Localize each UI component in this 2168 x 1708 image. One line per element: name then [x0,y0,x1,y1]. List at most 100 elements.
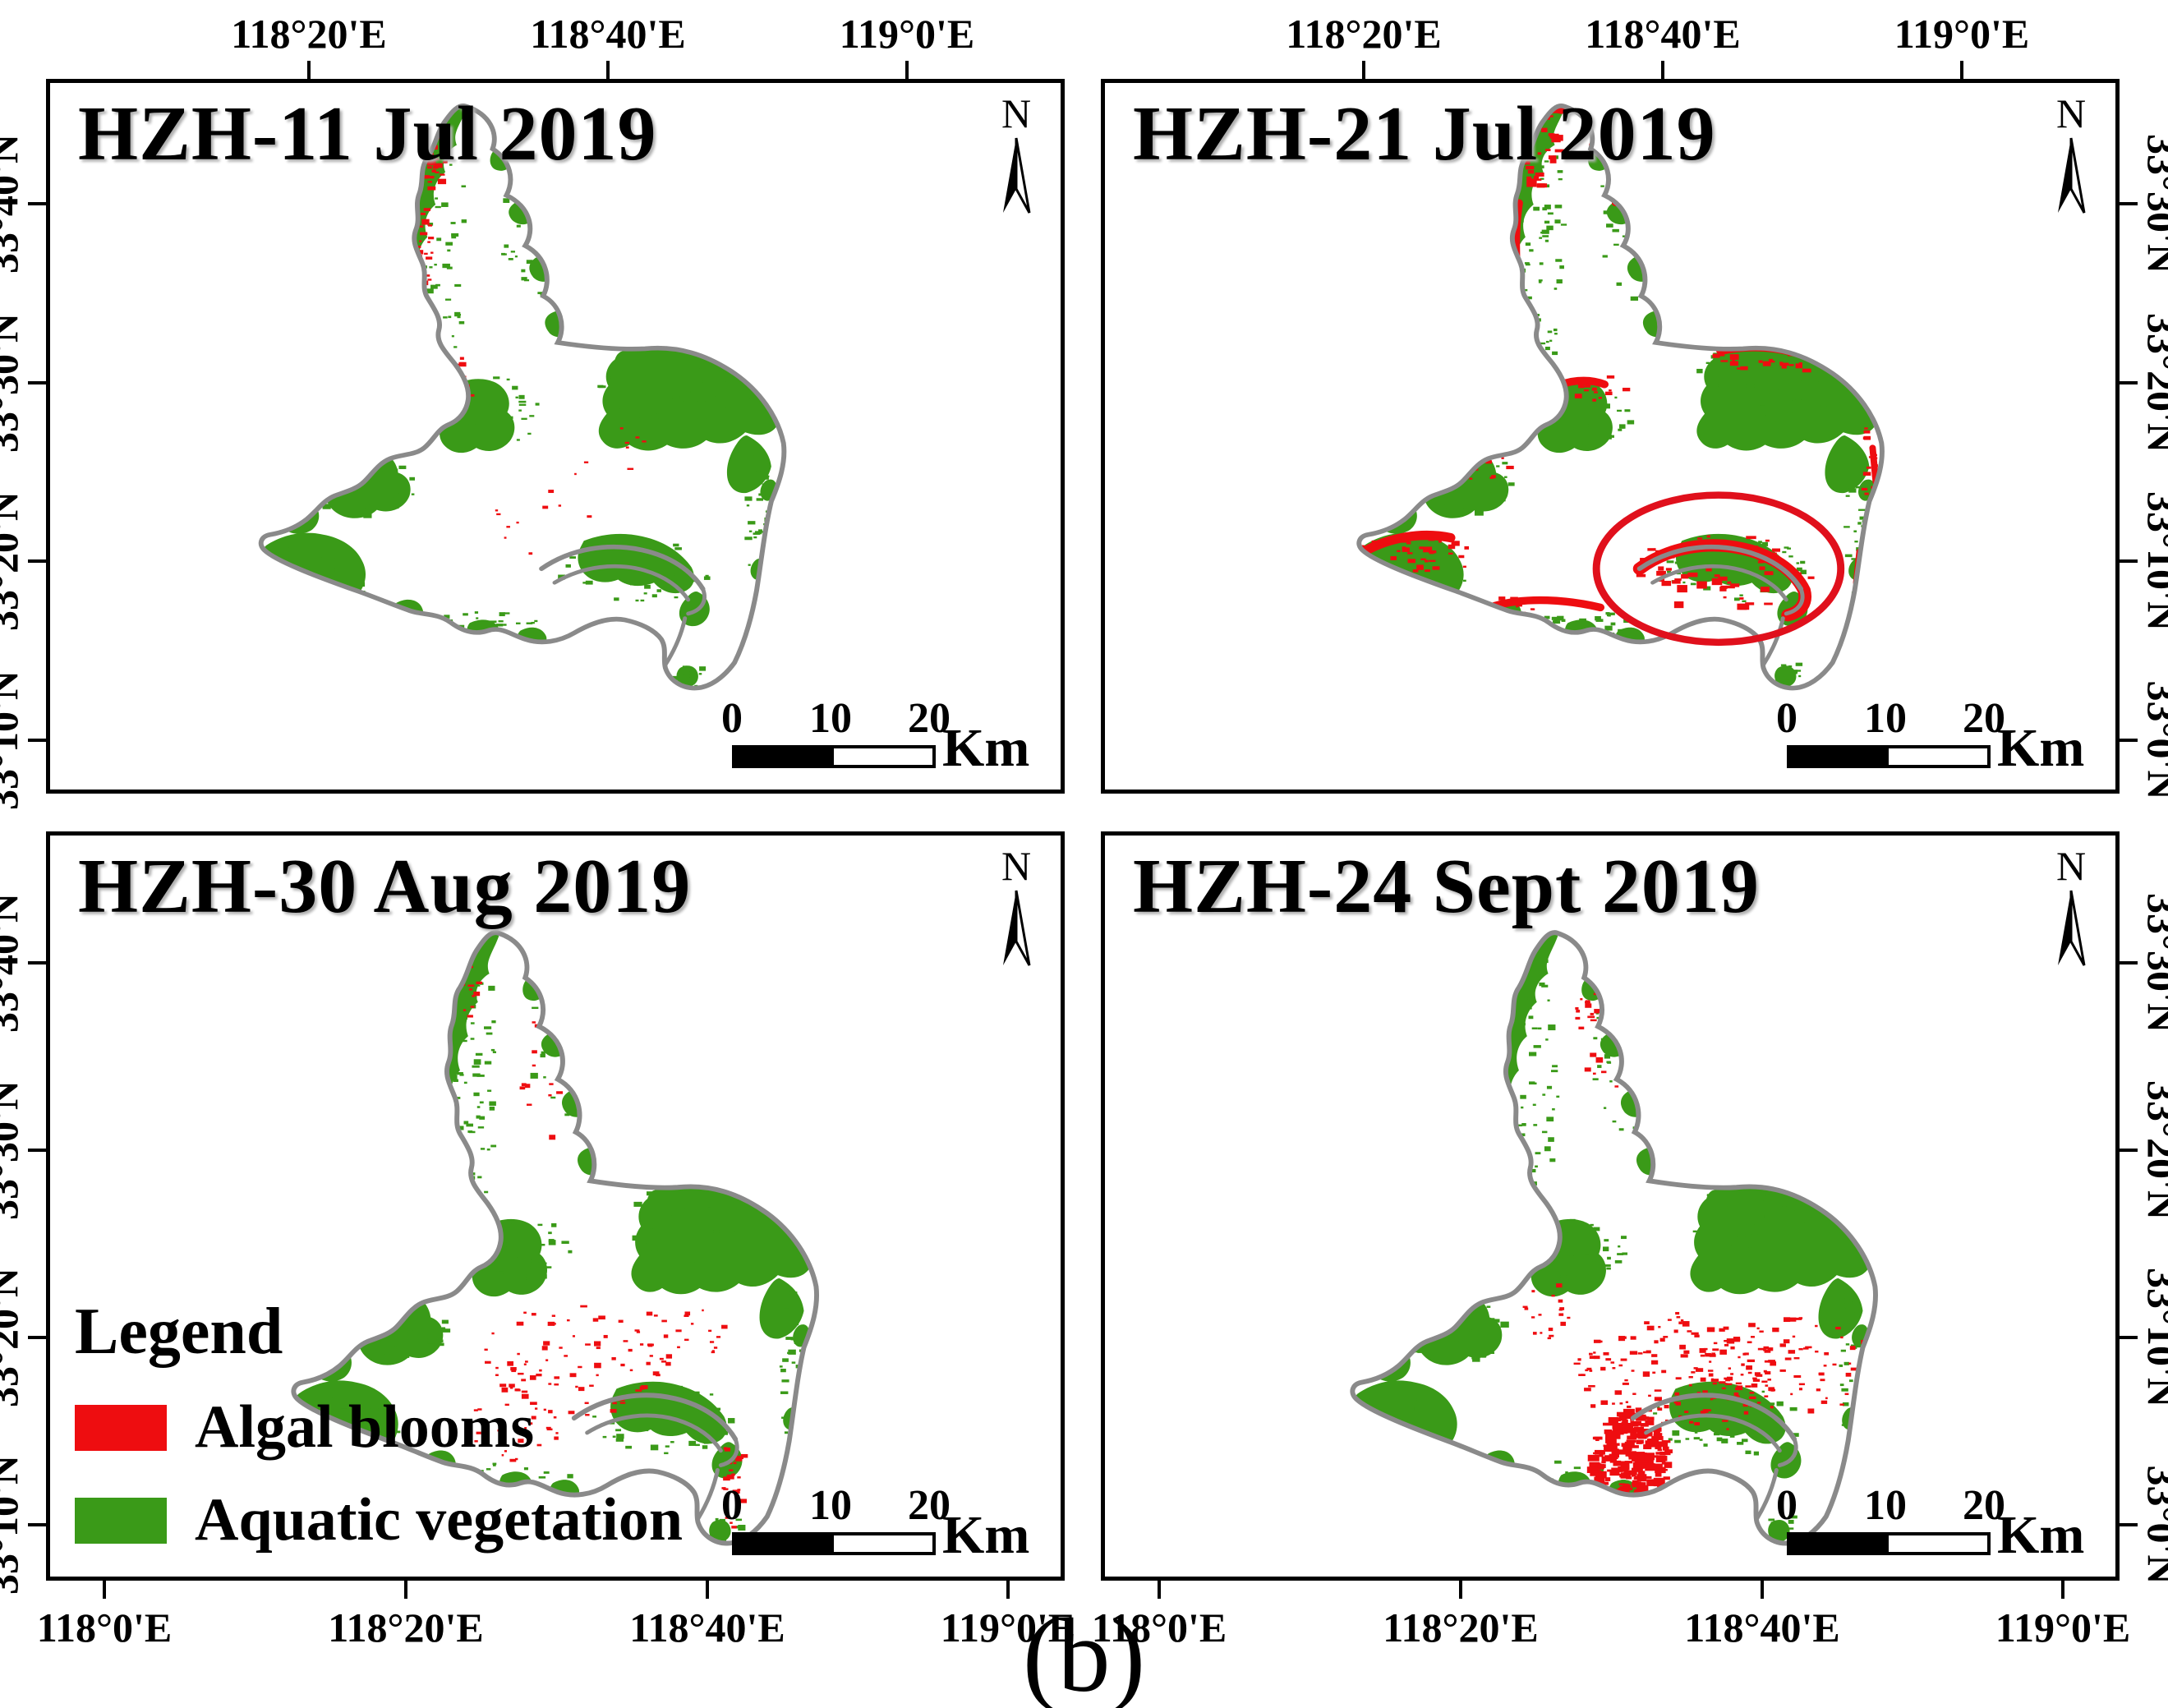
lake-map [1350,930,1878,1546]
scale-tick-20: 20 [1963,1482,2005,1529]
lat-tick [2120,1336,2138,1339]
figure-sublabel-b: (b) [1022,1597,1146,1708]
north-arrow: N [993,845,1039,971]
scale-tick-10: 10 [809,695,852,742]
lat-tick-label: 33°40'N [0,134,26,274]
scale-tick-0: 0 [721,695,743,742]
north-arrow-icon [1003,137,1031,214]
lon-tick [706,1581,709,1599]
legend-swatch-algal-blooms [75,1404,167,1451]
lon-tick [2061,1581,2064,1599]
lat-tick-label: 33°30'N [2139,134,2168,274]
scale-bar: 0 10 20 Km [1776,1481,2099,1565]
north-arrow: N [2048,845,2094,971]
lake-shoreline [1350,930,1878,1546]
scale-bar-graphic [1787,745,1991,768]
lake-shoreline [291,930,819,1546]
scale-unit: Km [1997,1505,2085,1565]
scale-tick-10: 10 [1864,1482,1907,1529]
lat-tick [28,1336,46,1339]
scale-tick-10: 10 [809,1482,852,1529]
lon-tick [905,61,909,79]
lon-tick-label: 118°40'E [1585,11,1741,57]
north-arrow-icon [2058,890,2086,966]
lon-tick [1459,1581,1462,1599]
panel-title: HZH-11 Jul 2019 [78,91,657,177]
lon-tick-label: 119°0'E [839,11,975,57]
scale-bar: 0 10 20 Km [721,1481,1044,1565]
lon-tick [1006,1581,1010,1599]
scale-bar: 0 10 20 Km [1776,694,2099,778]
panel-title: HZH-30 Aug 2019 [78,844,692,929]
scale-unit: Km [942,1505,1030,1565]
lon-tick-label: 118°20'E [231,11,387,57]
lon-tick [1960,61,1963,79]
lon-tick-label: 119°0'E [940,1604,1076,1650]
lat-tick [28,739,46,742]
lat-tick-label: 33°10'N [0,670,26,810]
lat-tick [2120,1523,2138,1526]
panel-title: HZH-24 Sept 2019 [1133,844,1760,929]
lon-tick-label: 118°40'E [530,11,686,57]
lon-tick [404,1581,407,1599]
lon-tick-label: 118°0'E [36,1604,173,1650]
lat-tick [2120,202,2138,205]
lat-tick [28,1149,46,1152]
lat-tick-label: 33°30'N [0,1080,26,1220]
lon-tick [1158,1581,1161,1599]
lat-tick [28,381,46,384]
lat-tick-label: 33°30'N [0,313,26,453]
lat-tick-label: 33°40'N [0,893,26,1033]
lon-tick-label: 118°20'E [1383,1604,1539,1650]
lon-tick [1761,1581,1764,1599]
map-panel-hzh-30-aug: HZH-30 Aug 2019 N 0 10 20 Km Legend Alga… [46,831,1065,1581]
lon-tick [103,1581,106,1599]
scale-unit: Km [942,718,1030,778]
scale-tick-0: 0 [1776,695,1797,742]
lon-tick [1661,61,1664,79]
legend-label: Aquatic vegetation [195,1486,683,1554]
lake-shoreline [258,103,787,691]
lake-map [291,930,819,1546]
lat-tick-label: 33°10'N [0,1455,26,1595]
north-label: N [2055,90,2087,136]
lon-tick [1362,61,1365,79]
north-arrow: N [2048,93,2094,219]
scale-tick-20: 20 [908,695,951,742]
legend-swatch-aquatic-vegetation [75,1497,167,1544]
north-arrow-icon [1003,890,1031,966]
lat-tick-label: 33°10'N [2139,491,2168,631]
map-panel-hzh-21-jul: HZH-21 Jul 2019 N 0 10 20 Km [1101,79,2120,794]
lake-map-canvas [1105,836,2115,1577]
scale-bar-graphic [1787,1532,1991,1555]
lat-tick [2120,961,2138,964]
lat-tick [28,202,46,205]
lat-tick-label: 33°30'N [2139,893,2168,1033]
north-arrow: N [993,93,1039,219]
scale-tick-20: 20 [908,1482,951,1529]
lat-tick-label: 33°20'N [2139,313,2168,453]
lat-tick [28,1523,46,1526]
scale-bar-graphic [732,745,936,768]
lat-tick-label: 33°0'N [2139,1465,2168,1585]
lake-map-canvas [50,836,1061,1577]
lat-tick-label: 33°20'N [2139,1080,2168,1220]
north-label: N [1001,90,1032,136]
lon-tick-label: 119°0'E [1894,11,2030,57]
panel-title: HZH-21 Jul 2019 [1133,91,1716,177]
scale-unit: Km [1997,718,2085,778]
lat-tick [28,559,46,563]
lat-tick [2120,559,2138,563]
lat-tick [2120,1149,2138,1152]
north-arrow-icon [2058,137,2086,214]
lat-tick [2120,381,2138,384]
legend-title: Legend [75,1296,283,1368]
lat-tick [2120,739,2138,742]
map-panel-hzh-11-jul: HZH-11 Jul 2019 N 0 10 20 Km [46,79,1065,794]
lon-tick-label: 118°40'E [629,1604,785,1650]
scale-tick-0: 0 [721,1482,743,1529]
legend-item-algal-blooms: Algal blooms [75,1393,683,1462]
scale-tick-20: 20 [1963,695,2005,742]
legend-label: Algal blooms [195,1393,535,1461]
